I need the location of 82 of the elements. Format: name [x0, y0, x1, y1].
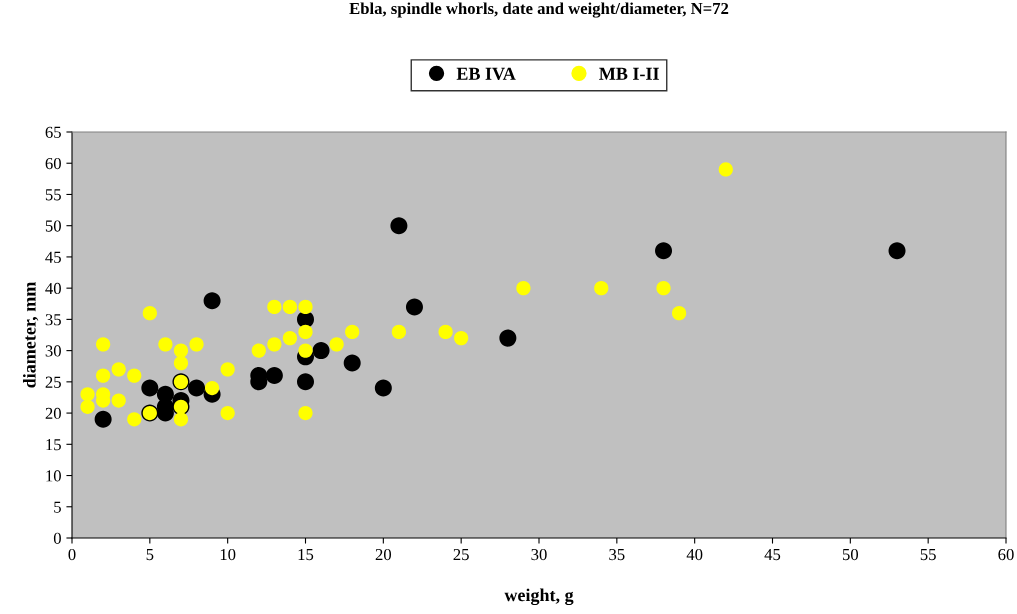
point: [329, 337, 344, 352]
point: [94, 410, 112, 428]
point: [888, 242, 906, 260]
point: [390, 217, 408, 235]
x-tick-label: 55: [920, 549, 936, 561]
y-tick-label: 35: [45, 314, 61, 326]
point: [204, 380, 220, 396]
chart-title: Ebla, spindle whorls, date and weight/diameter, N=72: [349, 2, 729, 18]
x-tick-label: 10: [220, 548, 236, 561]
y-tick-label: 65: [45, 126, 61, 138]
y-axis-title: diameter, mm: [22, 281, 39, 388]
point: [96, 368, 111, 383]
point: [282, 331, 298, 346]
point: [298, 324, 313, 339]
point: [188, 379, 206, 397]
point: [251, 343, 266, 358]
point: [142, 306, 157, 321]
point: [343, 354, 361, 372]
y-tick-label: 45: [45, 251, 61, 263]
y-tick-label: 25: [45, 376, 61, 388]
point: [296, 373, 315, 391]
point: [405, 298, 423, 316]
point: [298, 405, 313, 421]
point: [438, 324, 453, 339]
y-tick-label: 5: [54, 501, 61, 513]
y-tick-label: 30: [45, 345, 61, 357]
x-tick-label: 45: [764, 549, 781, 561]
point: [111, 393, 126, 408]
point: [173, 343, 189, 358]
y-tick-label: 15: [46, 439, 61, 451]
point: [96, 337, 111, 352]
point: [80, 387, 95, 402]
x-tick-label: 50: [842, 548, 859, 561]
y-tick-label: 55: [45, 189, 61, 201]
point: [189, 337, 204, 352]
x-tick-label: 5: [146, 549, 154, 561]
point: [345, 324, 360, 339]
point: [516, 281, 531, 296]
x-tick-label: 30: [531, 548, 547, 561]
x-tick-label: 0: [68, 548, 76, 561]
point: [80, 399, 95, 414]
x-tick-label: 25: [453, 548, 469, 561]
point: [203, 292, 221, 310]
point: [499, 329, 517, 347]
point: [173, 355, 189, 371]
point: [454, 331, 469, 346]
x-axis-title: weight, g: [504, 588, 574, 606]
point: [127, 368, 142, 383]
point: [265, 367, 283, 385]
point: [173, 412, 189, 427]
y-tick-label: 10: [46, 470, 61, 482]
legend-label: EB IVA: [456, 67, 516, 80]
x-tick-label: 35: [609, 548, 625, 561]
point: [267, 299, 282, 315]
point: [127, 412, 142, 427]
y-tick-label: 50: [45, 220, 61, 232]
x-tick-label: 40: [686, 548, 703, 561]
y-tick-label: 20: [45, 407, 61, 420]
y-tick-label: 40: [45, 282, 61, 295]
x-tick-label: 60: [998, 548, 1014, 561]
point: [655, 242, 673, 260]
point: [298, 343, 313, 358]
point: [267, 337, 282, 352]
point: [220, 405, 235, 421]
point: [282, 299, 298, 315]
point: [158, 337, 173, 352]
point: [220, 362, 235, 377]
y-tick-label: 0: [53, 532, 61, 544]
point: [374, 379, 392, 397]
point: [671, 306, 687, 321]
x-tick-label: 15: [298, 548, 314, 561]
point: [391, 324, 407, 339]
point: [312, 342, 330, 360]
legend-label: MB I-II: [599, 67, 659, 80]
point: [111, 362, 126, 377]
point: [298, 299, 313, 315]
point: [656, 281, 671, 296]
point: [594, 281, 609, 296]
point: [141, 379, 159, 397]
point: [718, 162, 733, 177]
y-tick-label: 60: [45, 157, 61, 170]
x-tick-label: 20: [375, 548, 392, 561]
